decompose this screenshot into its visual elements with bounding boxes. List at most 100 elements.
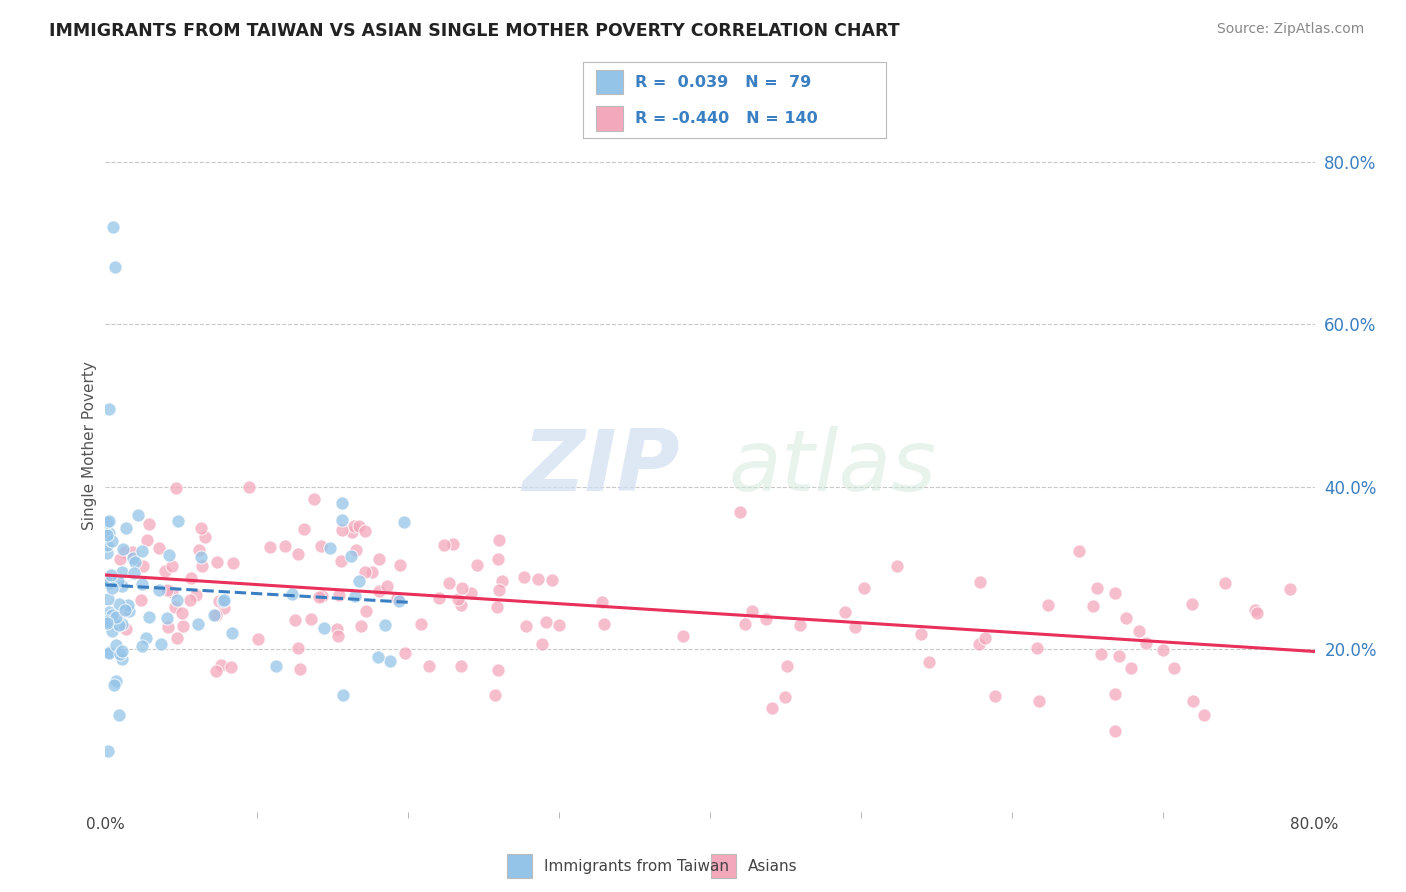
Point (326, 623, 349, 637)
Point (209, 658, 232, 673)
Point (974, 632, 997, 646)
Point (984, 689, 1007, 703)
Point (98, 606, 121, 620)
Point (155, 611, 177, 625)
Point (515, 619, 537, 633)
Point (288, 662, 311, 676)
FancyBboxPatch shape (596, 106, 623, 130)
Point (527, 573, 550, 587)
Point (1181, 598, 1204, 612)
Point (259, 540, 281, 554)
Text: Source: ZipAtlas.com: Source: ZipAtlas.com (1216, 22, 1364, 37)
Point (266, 658, 288, 673)
Point (101, 219, 124, 234)
Point (135, 533, 157, 547)
Point (131, 639, 153, 653)
Point (111, 579, 134, 593)
Point (353, 524, 375, 538)
Point (486, 552, 509, 566)
Point (326, 629, 349, 643)
Point (165, 481, 187, 495)
Point (375, 579, 398, 593)
Point (104, 674, 127, 689)
Point (541, 573, 564, 587)
Point (367, 649, 389, 664)
Point (281, 587, 304, 601)
Point (96, 538, 118, 552)
Point (1243, 603, 1265, 617)
Point (450, 658, 472, 673)
Point (212, 600, 235, 615)
Point (1115, 611, 1137, 625)
Text: IMMIGRANTS FROM TAIWAN VS ASIAN SINGLE MOTHER POVERTY CORRELATION CHART: IMMIGRANTS FROM TAIWAN VS ASIAN SINGLE M… (49, 22, 900, 40)
Point (354, 565, 377, 579)
Point (1083, 599, 1105, 613)
Point (1135, 636, 1157, 650)
Point (486, 599, 509, 614)
Point (734, 616, 756, 631)
Point (484, 688, 506, 702)
Point (110, 551, 132, 566)
Point (103, 260, 125, 275)
Y-axis label: Single Mother Poverty: Single Mother Poverty (82, 361, 97, 531)
Point (451, 581, 474, 595)
Point (418, 659, 440, 673)
Point (107, 617, 129, 632)
Point (1152, 643, 1174, 657)
Point (1279, 582, 1302, 596)
Point (103, 678, 125, 692)
Point (114, 544, 136, 558)
Point (392, 515, 415, 529)
Point (129, 593, 152, 607)
Point (212, 592, 235, 607)
Text: atlas: atlas (728, 426, 936, 509)
Point (672, 629, 695, 643)
Point (131, 559, 153, 574)
Point (389, 558, 412, 573)
Point (96, 516, 118, 530)
Point (96, 615, 118, 629)
Point (394, 647, 416, 661)
Point (969, 574, 991, 589)
Point (111, 541, 134, 556)
Point (97, 592, 120, 607)
Point (150, 638, 173, 652)
Point (96, 527, 118, 541)
Point (101, 581, 124, 595)
Point (918, 655, 941, 669)
Point (205, 555, 228, 569)
Point (108, 647, 131, 661)
Point (101, 616, 124, 631)
Point (340, 549, 363, 564)
Point (1128, 624, 1150, 639)
Point (308, 590, 330, 604)
Point (343, 519, 366, 533)
Point (194, 530, 217, 544)
Point (97, 744, 120, 758)
Point (776, 659, 799, 673)
Point (222, 557, 245, 571)
Point (1104, 687, 1126, 701)
Point (100, 567, 122, 582)
Point (156, 582, 179, 597)
Point (247, 632, 270, 647)
Point (387, 591, 409, 605)
Point (312, 621, 335, 635)
Point (886, 559, 908, 574)
Point (111, 616, 134, 631)
Point (188, 543, 211, 558)
Point (163, 600, 186, 615)
Point (121, 544, 143, 558)
Point (486, 663, 509, 677)
Point (1025, 641, 1047, 656)
Point (292, 522, 315, 536)
Point (1104, 724, 1126, 739)
Point (166, 631, 188, 645)
Point (148, 541, 170, 555)
Point (100, 534, 122, 549)
Point (309, 539, 332, 553)
Point (374, 618, 396, 632)
Point (349, 519, 371, 533)
Point (122, 566, 145, 581)
Point (460, 586, 482, 600)
